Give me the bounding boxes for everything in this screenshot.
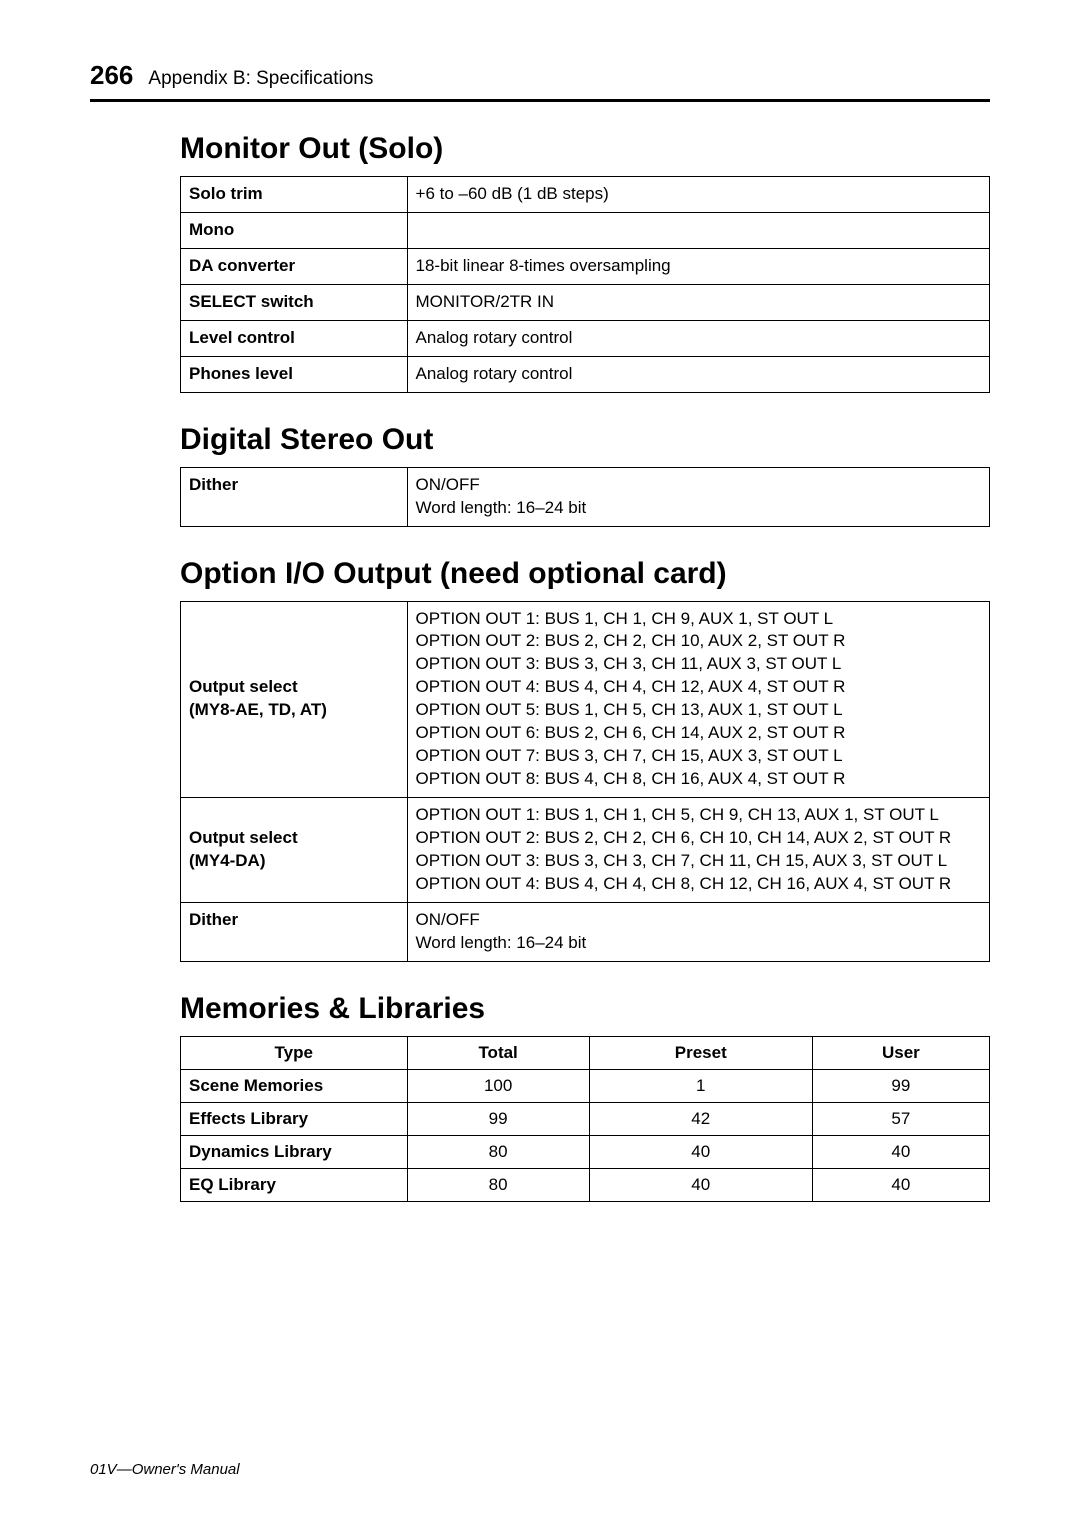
digital-stereo-out-table: Dither ON/OFF Word length: 16–24 bit: [180, 467, 990, 527]
section-heading-option-io: Option I/O Output (need optional card): [180, 557, 990, 591]
mem-type: Effects Library: [181, 1102, 408, 1135]
mem-type: Dynamics Library: [181, 1135, 408, 1168]
spec-value: [407, 212, 989, 248]
mem-user: 99: [812, 1069, 989, 1102]
mem-preset: 40: [589, 1168, 812, 1201]
table-row: Output select (MY8-AE, TD, AT) OPTION OU…: [181, 601, 990, 798]
table-row: Solo trim +6 to –60 dB (1 dB steps): [181, 177, 990, 213]
mem-preset: 40: [589, 1135, 812, 1168]
section-heading-memories: Memories & Libraries: [180, 992, 990, 1026]
spec-label: Phones level: [181, 356, 408, 392]
mem-preset: 1: [589, 1069, 812, 1102]
table-row: EQ Library 80 40 40: [181, 1168, 990, 1201]
spec-value: ON/OFF Word length: 16–24 bit: [407, 902, 989, 961]
mem-user: 40: [812, 1135, 989, 1168]
option-io-table: Output select (MY8-AE, TD, AT) OPTION OU…: [180, 601, 990, 962]
col-header-total: Total: [407, 1036, 589, 1069]
spec-value: Analog rotary control: [407, 356, 989, 392]
mem-user: 57: [812, 1102, 989, 1135]
table-row: Phones level Analog rotary control: [181, 356, 990, 392]
spec-value: OPTION OUT 1: BUS 1, CH 1, CH 9, AUX 1, …: [407, 601, 989, 798]
page-footer: 01V—Owner's Manual: [90, 1451, 990, 1478]
spec-value: ON/OFF Word length: 16–24 bit: [407, 467, 989, 526]
spec-label: DA converter: [181, 248, 408, 284]
mem-type: EQ Library: [181, 1168, 408, 1201]
spec-label: SELECT switch: [181, 284, 408, 320]
page-header: 266 Appendix B: Specifications: [90, 60, 990, 102]
mem-total: 80: [407, 1135, 589, 1168]
spec-value: MONITOR/2TR IN: [407, 284, 989, 320]
spec-value: Analog rotary control: [407, 320, 989, 356]
spec-label: Output select (MY4-DA): [181, 798, 408, 903]
table-header-row: Type Total Preset User: [181, 1036, 990, 1069]
table-row: Level control Analog rotary control: [181, 320, 990, 356]
page-content: Monitor Out (Solo) Solo trim +6 to –60 d…: [90, 102, 990, 1451]
spec-label: Mono: [181, 212, 408, 248]
table-row: Dynamics Library 80 40 40: [181, 1135, 990, 1168]
table-row: Output select (MY4-DA) OPTION OUT 1: BUS…: [181, 798, 990, 903]
table-row: Dither ON/OFF Word length: 16–24 bit: [181, 902, 990, 961]
page-number: 266: [90, 60, 133, 91]
mem-preset: 42: [589, 1102, 812, 1135]
mem-type: Scene Memories: [181, 1069, 408, 1102]
spec-value: 18-bit linear 8-times oversampling: [407, 248, 989, 284]
col-header-type: Type: [181, 1036, 408, 1069]
section-heading-digital-stereo-out: Digital Stereo Out: [180, 423, 990, 457]
monitor-out-table: Solo trim +6 to –60 dB (1 dB steps) Mono…: [180, 176, 990, 393]
spec-label: Solo trim: [181, 177, 408, 213]
mem-user: 40: [812, 1168, 989, 1201]
section-heading-monitor-out: Monitor Out (Solo): [180, 132, 990, 166]
mem-total: 100: [407, 1069, 589, 1102]
mem-total: 80: [407, 1168, 589, 1201]
table-row: SELECT switch MONITOR/2TR IN: [181, 284, 990, 320]
table-row: DA converter 18-bit linear 8-times overs…: [181, 248, 990, 284]
spec-label: Output select (MY8-AE, TD, AT): [181, 601, 408, 798]
spec-label: Dither: [181, 467, 408, 526]
spec-value: OPTION OUT 1: BUS 1, CH 1, CH 5, CH 9, C…: [407, 798, 989, 903]
col-header-user: User: [812, 1036, 989, 1069]
page: 266 Appendix B: Specifications Monitor O…: [0, 0, 1080, 1528]
table-row: Scene Memories 100 1 99: [181, 1069, 990, 1102]
spec-label: Level control: [181, 320, 408, 356]
table-row: Dither ON/OFF Word length: 16–24 bit: [181, 467, 990, 526]
table-row: Mono: [181, 212, 990, 248]
col-header-preset: Preset: [589, 1036, 812, 1069]
mem-total: 99: [407, 1102, 589, 1135]
memories-table: Type Total Preset User Scene Memories 10…: [180, 1036, 990, 1202]
spec-label: Dither: [181, 902, 408, 961]
page-header-section: Appendix B: Specifications: [148, 68, 373, 90]
table-row: Effects Library 99 42 57: [181, 1102, 990, 1135]
spec-value: +6 to –60 dB (1 dB steps): [407, 177, 989, 213]
